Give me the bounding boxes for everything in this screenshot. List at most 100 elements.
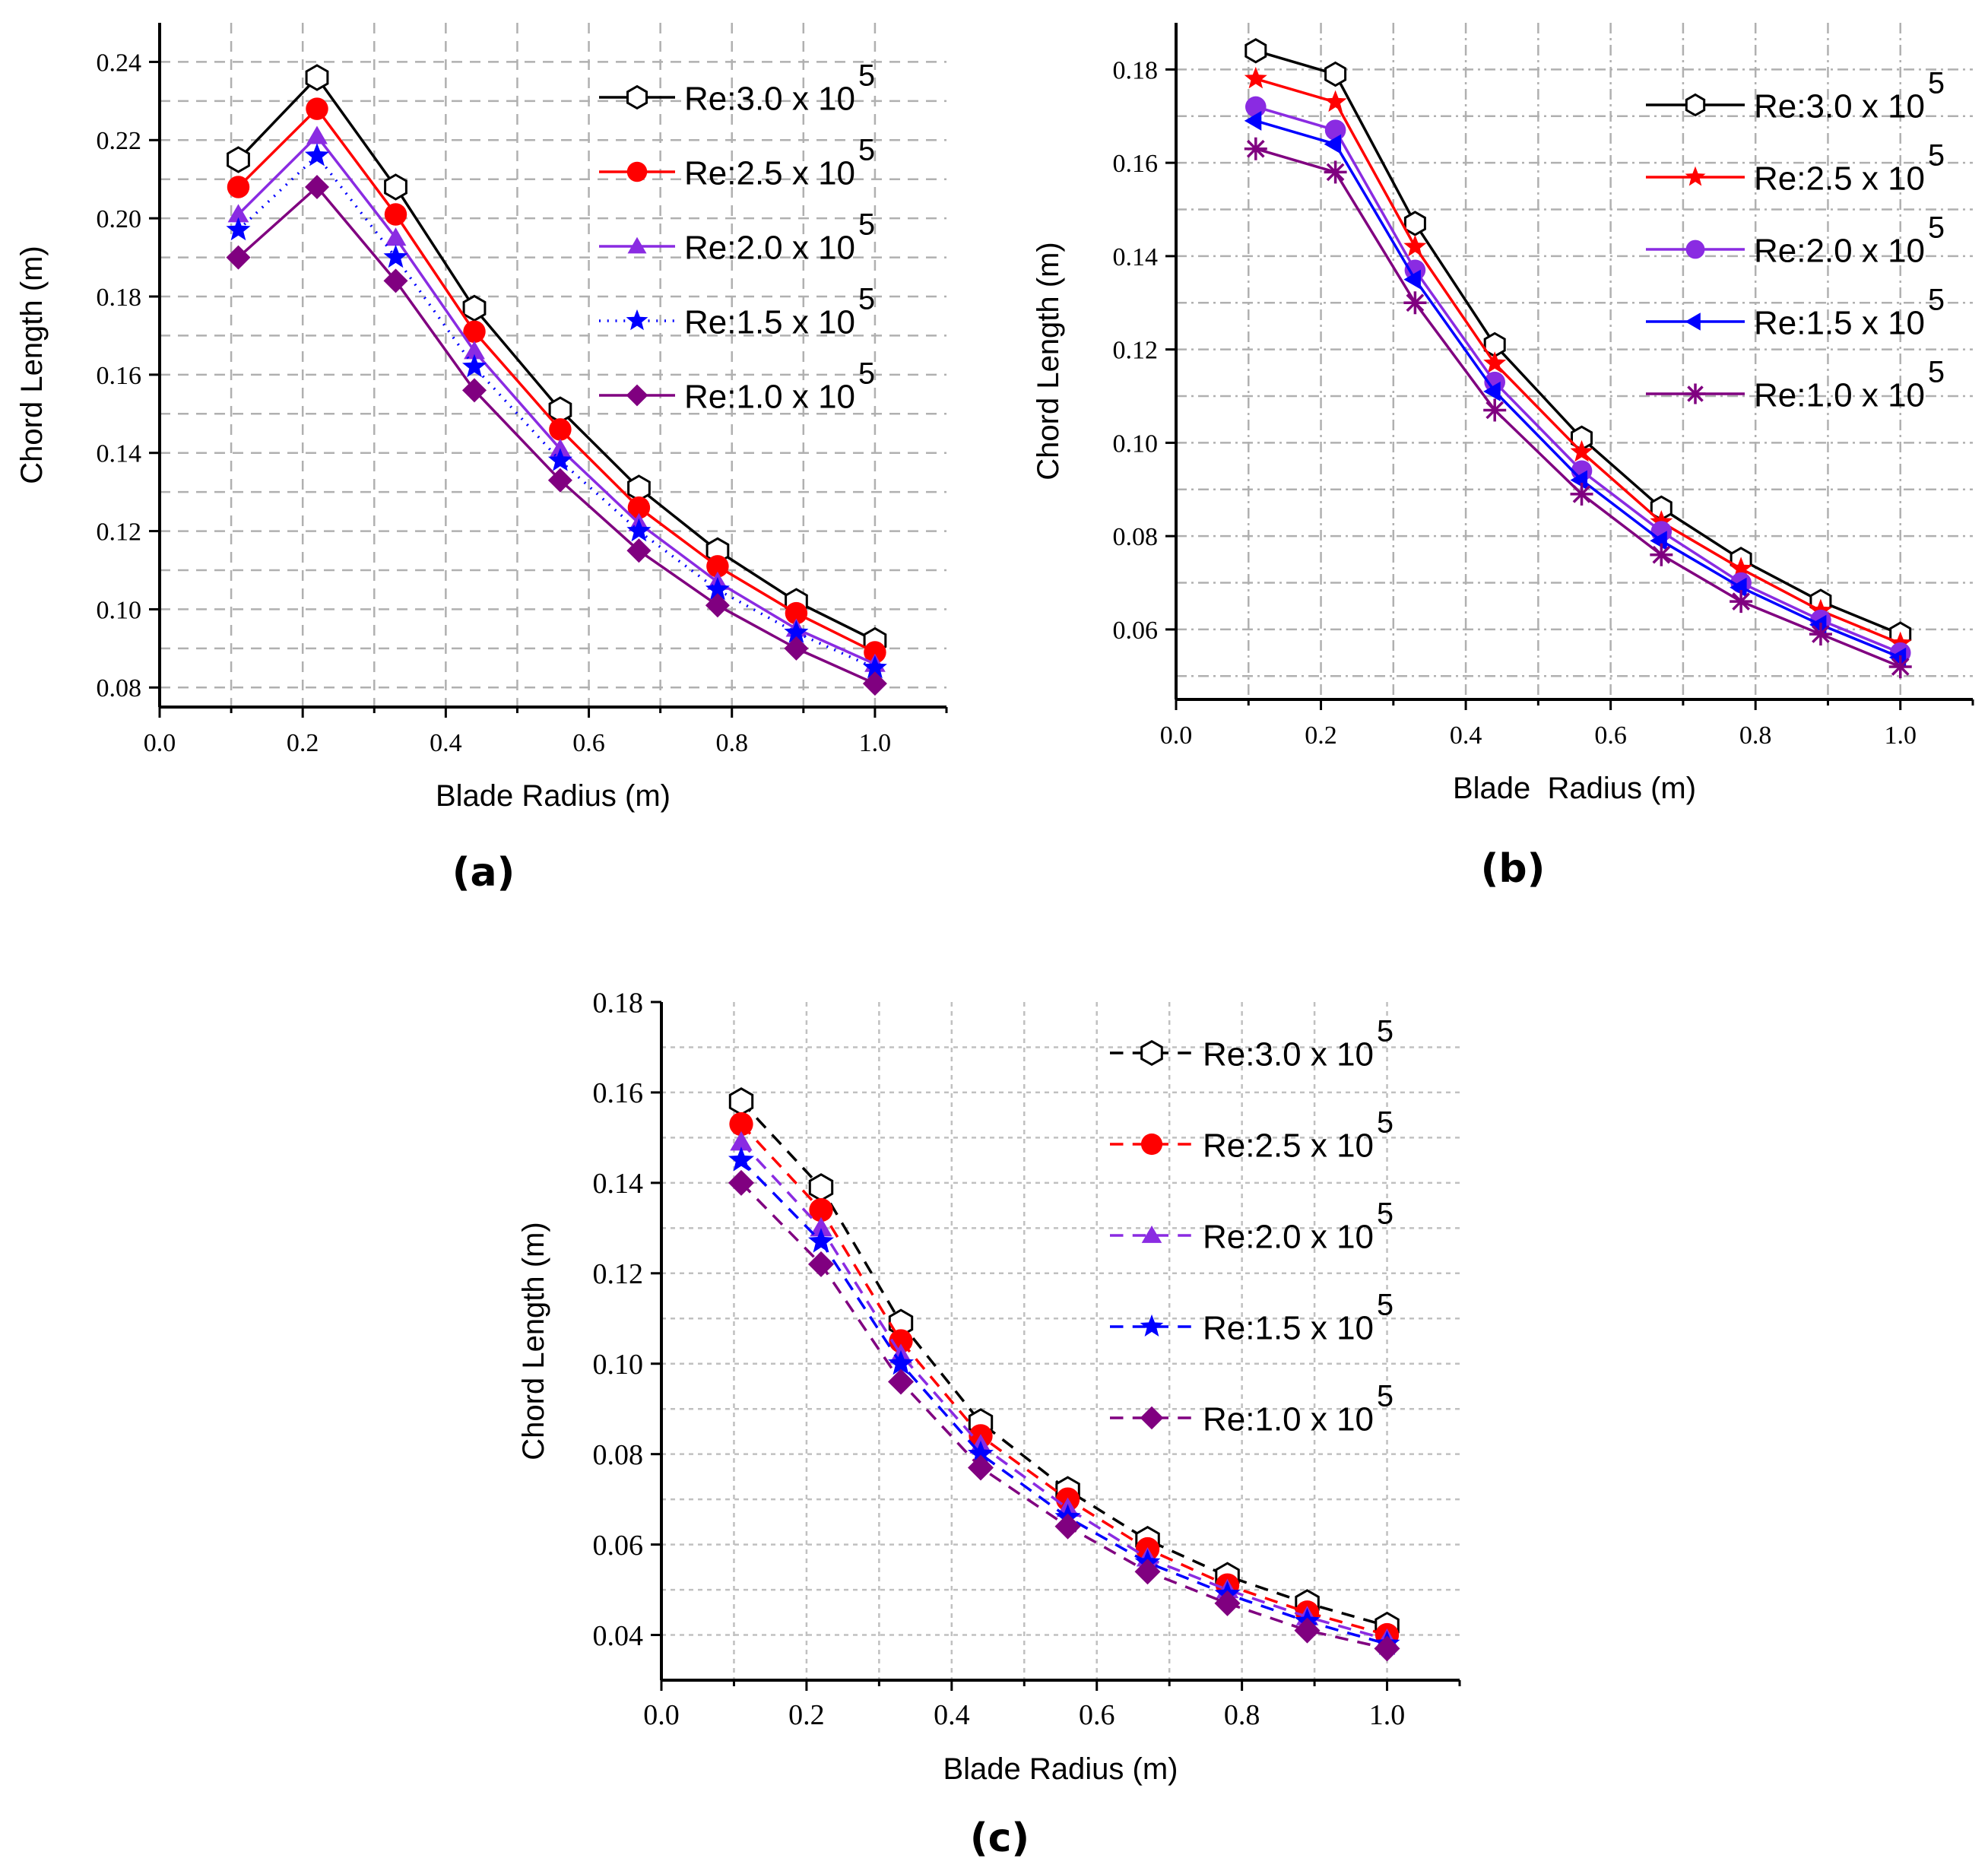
data-point [1324, 119, 1346, 141]
data-point [1324, 134, 1342, 154]
gridlines [160, 23, 946, 707]
data-point [547, 468, 572, 493]
data-point [1244, 137, 1267, 160]
y-tick-label: 0.14 [97, 440, 142, 468]
x-tick-label: 1.0 [859, 729, 892, 757]
data-point [1403, 269, 1421, 290]
data-point [227, 204, 249, 223]
data-point [463, 320, 486, 344]
y-tick-label: 0.16 [593, 1077, 644, 1109]
x-tick-label: 0.4 [934, 1699, 970, 1731]
legend-marker [1140, 1314, 1164, 1337]
data-point [862, 671, 887, 696]
series-2 [227, 97, 886, 664]
data-point [462, 354, 487, 378]
legend-label: Re:1.5 x 10 [1203, 1310, 1374, 1347]
data-point [383, 268, 408, 293]
legend-marker [626, 309, 648, 331]
data-point [549, 418, 572, 441]
data-point [729, 1112, 753, 1137]
series-1 [1244, 38, 1912, 647]
legend-label: Re:2.0 x 10 [684, 230, 855, 267]
data-point [305, 143, 329, 166]
data-point [226, 217, 251, 241]
data-point [808, 1251, 834, 1277]
x-tick-label: 0.8 [1224, 1699, 1260, 1731]
x-tick-label: 0.2 [788, 1699, 825, 1731]
chart-panel-3: 0.0 0.2 0.4 0.6 0.8 1.0 0.04 0.06 0.08 0.10 0.12 0.… [517, 987, 1461, 1861]
data-point [626, 518, 652, 542]
data-point [728, 1146, 754, 1172]
data-point [462, 378, 487, 403]
y-tick-label: 0.06 [593, 1530, 644, 1562]
y-tick-label: 0.08 [1113, 523, 1159, 551]
data-point [464, 341, 485, 360]
data-point [305, 64, 329, 91]
x-tick-label: 0.4 [430, 729, 462, 757]
panel-label: (b) [1481, 846, 1546, 892]
x-tick-label: 0.8 [1739, 721, 1772, 750]
y-tick-label: 0.10 [1113, 430, 1159, 458]
legend-marker [1685, 383, 1706, 404]
data-point [550, 439, 571, 457]
y-tick-label: 0.20 [97, 205, 142, 233]
data-point [1294, 1617, 1321, 1644]
data-point [1730, 557, 1753, 579]
data-point [968, 1454, 994, 1481]
data-point [226, 245, 251, 270]
data-point [809, 1197, 833, 1222]
data-point [1730, 590, 1753, 614]
legend-exponent: 5 [1928, 284, 1945, 317]
data-point [1570, 439, 1593, 462]
data-point [706, 555, 729, 578]
data-point [1244, 110, 1262, 131]
legend-exponent: 5 [1928, 139, 1945, 173]
data-point [1809, 614, 1827, 635]
legend-item: Re:2.5 x 105 [1110, 1106, 1394, 1165]
series-5 [226, 175, 887, 696]
chart-panel-2: 0.0 0.2 0.4 0.6 0.8 1.0 0.06 0.08 0.10 0.12 0.14 0.… [1032, 23, 1974, 892]
y-tick-label: 0.18 [1113, 56, 1159, 84]
legend-marker [1685, 312, 1701, 331]
data-point [784, 636, 809, 661]
x-tick-label: 0.0 [1160, 721, 1193, 750]
data-point [627, 496, 651, 519]
data-point [728, 1169, 754, 1196]
data-point [1483, 381, 1501, 401]
series-5 [1244, 137, 1912, 679]
legend-item: Re:2.0 x 105 [599, 208, 875, 267]
legend-item: Re:1.0 x 105 [599, 357, 875, 416]
data-point [1809, 598, 1832, 621]
data-point [1324, 160, 1347, 184]
data-point [1244, 38, 1267, 64]
data-point [810, 1216, 832, 1237]
legend-marker [626, 84, 648, 110]
series-4 [1244, 110, 1907, 668]
data-point [1888, 655, 1912, 679]
legend-exponent: 5 [1377, 1106, 1394, 1140]
y-tick-label: 0.18 [593, 987, 644, 1019]
legend-label: Re:3.0 x 10 [1203, 1036, 1374, 1073]
x-axis-title: Blade Radius (m) [943, 1752, 1178, 1786]
legend-marker [1140, 1039, 1163, 1067]
y-tick-label: 0.04 [593, 1620, 644, 1652]
x-tick-label: 1.0 [1369, 1699, 1406, 1731]
series-line [740, 1123, 1388, 1637]
legend-exponent: 5 [1377, 1289, 1394, 1322]
legend-label: Re:3.0 x 10 [1754, 88, 1925, 125]
legend-marker [1685, 93, 1706, 117]
data-point [808, 1228, 834, 1253]
data-point [1244, 66, 1267, 89]
y-tick-label: 0.10 [593, 1349, 644, 1381]
x-tick-label: 0.0 [643, 1699, 680, 1731]
legend-marker [627, 236, 647, 254]
legend-label: Re:1.5 x 10 [1754, 305, 1925, 342]
y-tick-label: 0.14 [593, 1168, 644, 1200]
legend-label: Re:2.0 x 10 [1754, 233, 1925, 270]
data-point [1403, 211, 1426, 236]
legend-item: Re:3.0 x 105 [599, 59, 875, 118]
data-point [1324, 61, 1347, 87]
legend-item: Re:1.0 x 105 [1110, 1380, 1394, 1438]
legend-exponent: 5 [1377, 1197, 1394, 1231]
legend-label: Re:2.5 x 10 [1203, 1127, 1374, 1165]
